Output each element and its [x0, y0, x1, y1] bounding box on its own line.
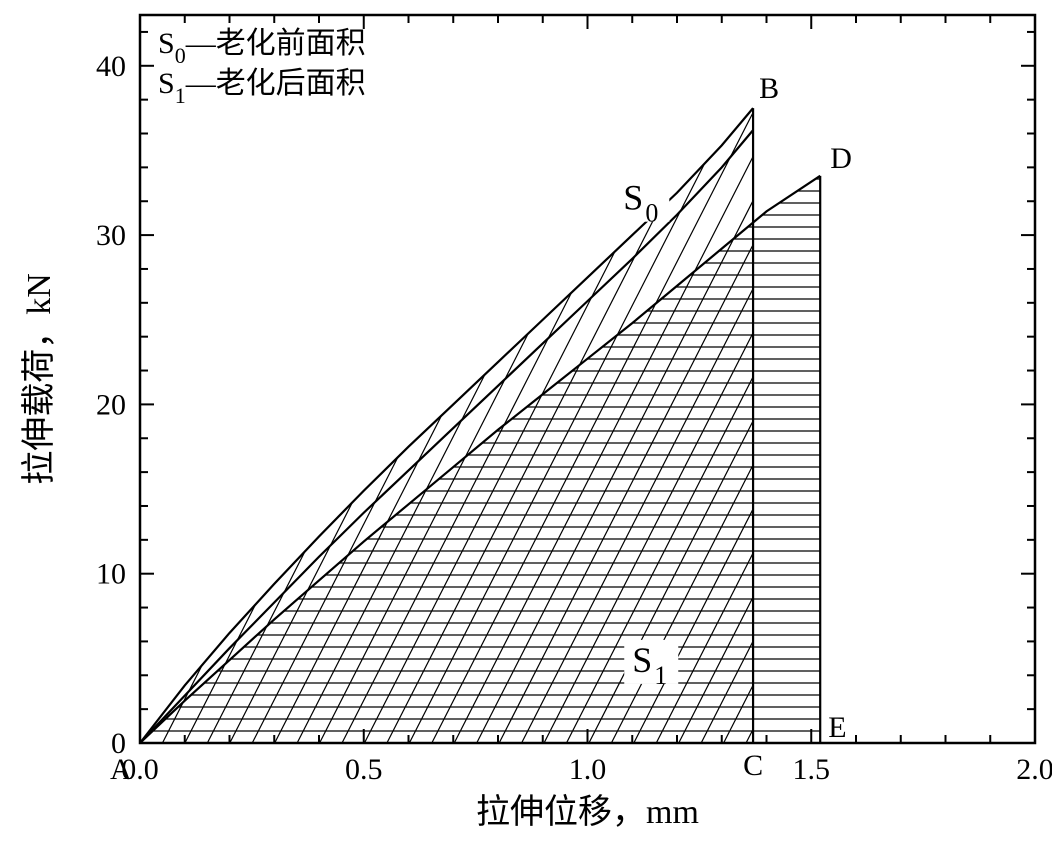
region-s0-hatch [0, 0, 1052, 843]
y-axis-title: 拉伸载荷，kN [20, 273, 58, 485]
x-tick-label: 2.0 [1016, 753, 1052, 786]
legend-item-1: S1—老化后面积 [158, 67, 366, 108]
y-tick-label: 40 [96, 50, 126, 83]
x-tick-label: 0.5 [345, 753, 383, 786]
point-label-c: C [743, 749, 763, 782]
point-label-d: D [830, 142, 852, 175]
y-tick-label: 30 [96, 219, 126, 252]
chart-container: 0.00.51.01.52.0拉伸位移，mm010203040拉伸载荷，kNS0… [0, 0, 1052, 843]
point-label-a: A [110, 753, 132, 786]
y-tick-label: 10 [96, 558, 126, 591]
plot-frame [140, 15, 1035, 743]
x-tick-label: 1.5 [793, 753, 831, 786]
curve-s1-top [140, 176, 820, 743]
x-tick-label: 1.0 [569, 753, 607, 786]
legend-item-0: S0—老化前面积 [158, 27, 366, 68]
point-label-e: E [828, 711, 846, 744]
y-tick-label: 20 [96, 388, 126, 421]
chart-svg: 0.00.51.01.52.0拉伸位移，mm010203040拉伸载荷，kNS0… [0, 0, 1052, 843]
point-label-b: B [759, 72, 779, 105]
x-axis-title: 拉伸位移，mm [476, 793, 699, 831]
